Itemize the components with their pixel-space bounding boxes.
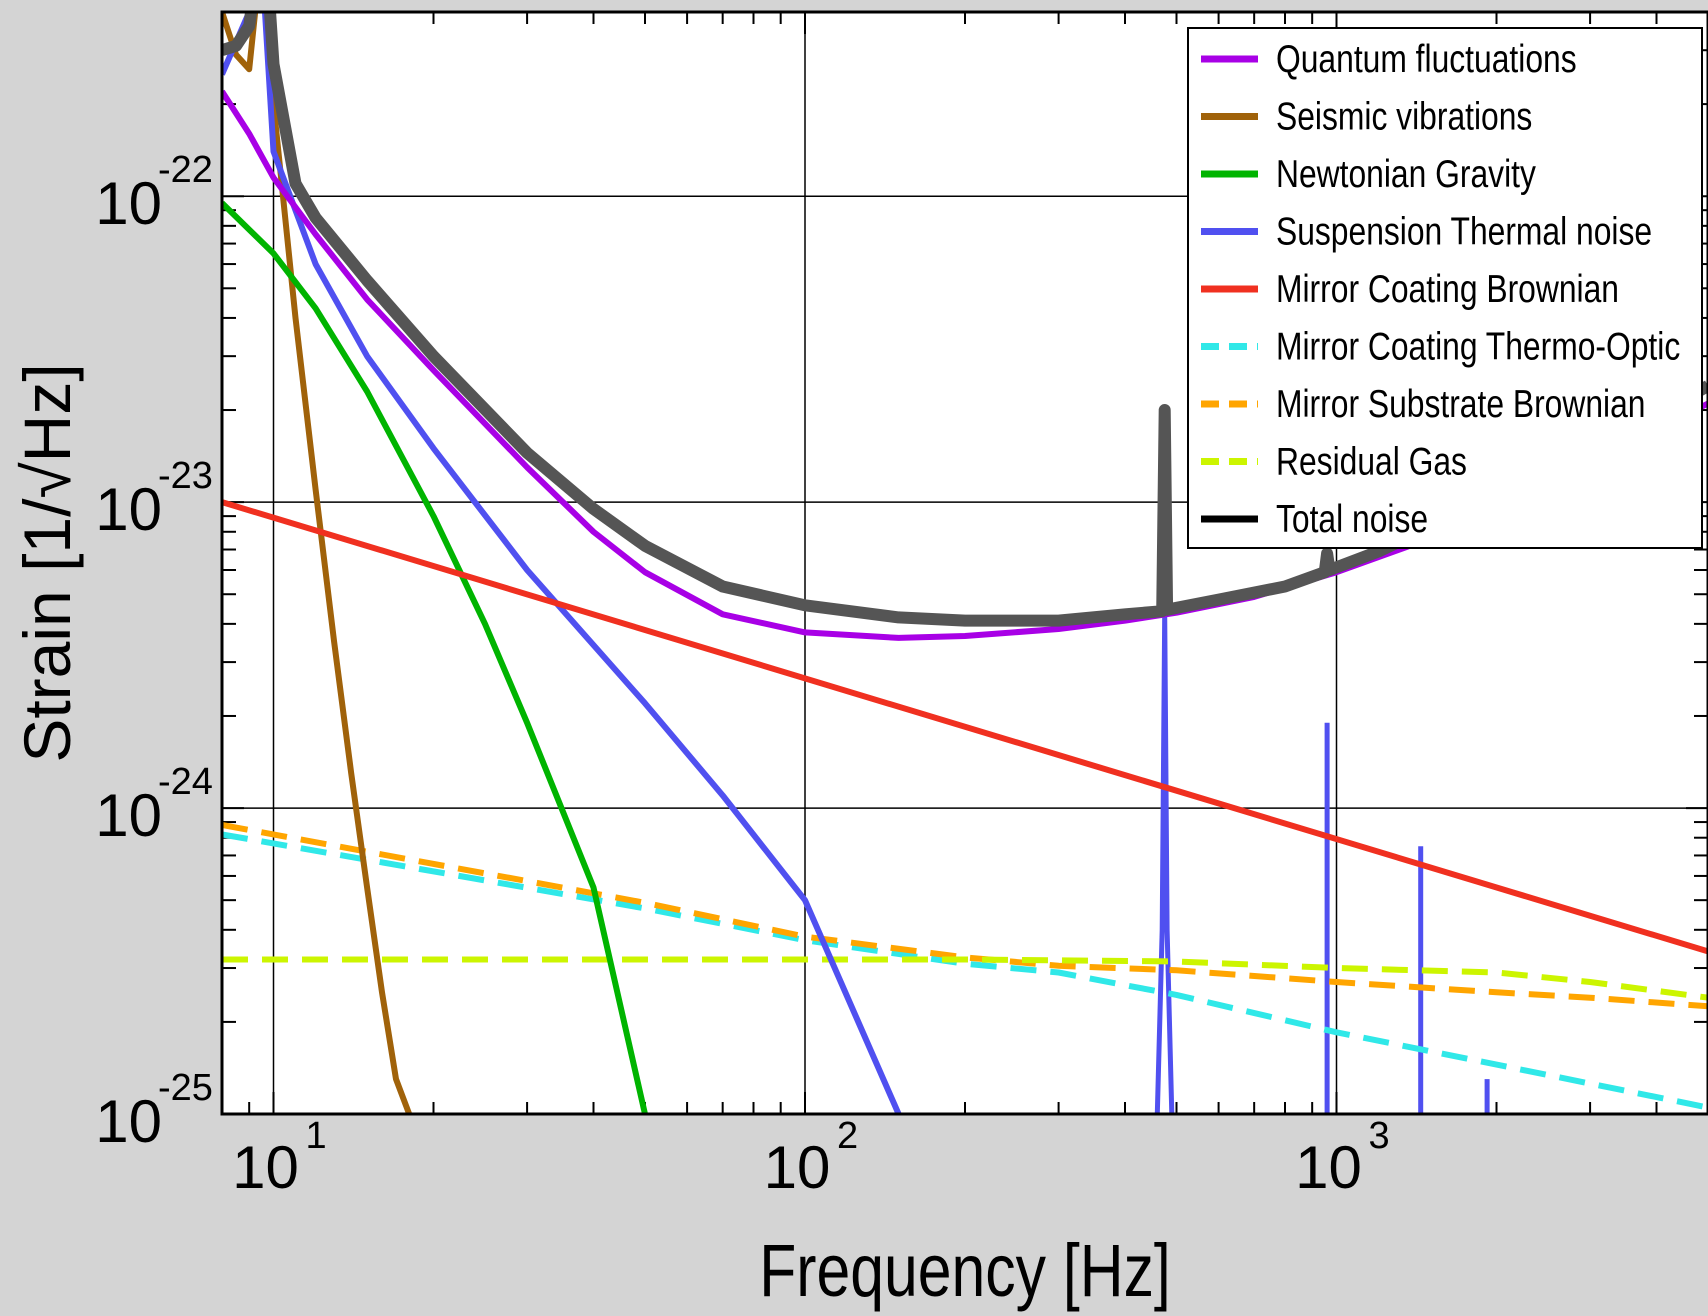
plot-frame xyxy=(220,10,1708,1116)
y-tick-label: 10-24 xyxy=(95,761,213,849)
legend-item-quantum-fluctuations: Quantum fluctuations xyxy=(1201,37,1577,81)
x-tick-base: 10 xyxy=(1295,1134,1362,1201)
legend-label: Residual Gas xyxy=(1276,439,1467,483)
x-tick-exponent: 3 xyxy=(1369,1115,1390,1157)
legend-item-mirror-substrate-brownian: Mirror Substrate Brownian xyxy=(1201,382,1646,426)
legend-label: Mirror Coating Brownian xyxy=(1276,267,1619,311)
series-line-seismic-vibrations xyxy=(222,12,413,1114)
x-tick-exponent: 1 xyxy=(306,1115,327,1157)
y-tick-base: 10 xyxy=(95,476,162,543)
legend-item-newtonian-gravity: Newtonian Gravity xyxy=(1201,152,1536,196)
legend-box xyxy=(1187,27,1703,549)
legend-label: Total noise xyxy=(1276,497,1428,541)
series-line-mirror-coating-thermo-optic xyxy=(222,831,1708,1111)
x-axis-title: Frequency [Hz] xyxy=(759,1230,1171,1312)
x-tick-exponent: 2 xyxy=(837,1115,858,1157)
legend-item-total-noise: Total noise xyxy=(1201,497,1428,541)
legend-item-mirror-coating-thermo-optic: Mirror Coating Thermo-Optic xyxy=(1201,324,1680,368)
legend-label: Suspension Thermal noise xyxy=(1276,209,1652,253)
legend-item-suspension-thermal-noise: Suspension Thermal noise xyxy=(1201,209,1652,253)
series-line-newtonian-gravity xyxy=(222,200,648,1114)
x-tick-label: 10 3 xyxy=(1295,1115,1390,1201)
x-tick-label: 10 2 xyxy=(764,1115,859,1201)
legend-item-mirror-coating-brownian: Mirror Coating Brownian xyxy=(1201,267,1619,311)
series-line-mirror-substrate-brownian xyxy=(222,822,1708,1010)
y-axis-title: Strain [1/√Hz] xyxy=(10,363,84,762)
series-line-total-noise xyxy=(222,12,1708,627)
y-tick-label: 10-22 xyxy=(95,149,213,237)
series-line-suspension-thermal-noise xyxy=(222,12,902,1114)
x-tick-labels: 10 1 10 2 10 3 xyxy=(232,1115,1390,1201)
y-tick-exponent: -23 xyxy=(158,455,213,497)
legend-item-seismic-vibrations: Seismic vibrations xyxy=(1201,94,1532,138)
legend-label: Mirror Coating Thermo-Optic xyxy=(1276,324,1680,368)
legend-item-residual-gas: Residual Gas xyxy=(1201,439,1467,483)
y-tick-base: 10 xyxy=(95,170,162,237)
x-tick-base: 10 xyxy=(232,1134,299,1201)
legend-label: Mirror Substrate Brownian xyxy=(1276,382,1646,426)
x-tick-label: 10 1 xyxy=(232,1115,327,1201)
series-line-residual-gas xyxy=(222,956,1708,1001)
legend: Quantum fluctuations Seismic vibrations Ne… xyxy=(1187,27,1703,549)
y-tick-base: 10 xyxy=(95,782,162,849)
y-tick-exponent: -25 xyxy=(158,1067,213,1109)
y-tick-base: 10 xyxy=(95,1088,162,1155)
legend-label: Seismic vibrations xyxy=(1276,94,1532,138)
y-tick-label: 10-25 xyxy=(95,1067,213,1155)
y-tick-exponent: -24 xyxy=(158,761,213,803)
series-layer xyxy=(222,12,1708,1114)
legend-label: Newtonian Gravity xyxy=(1276,152,1536,196)
legend-label: Quantum fluctuations xyxy=(1276,37,1577,81)
y-tick-label: 10-23 xyxy=(95,455,213,543)
y-tick-exponent: -22 xyxy=(158,149,213,191)
x-tick-base: 10 xyxy=(764,1134,831,1201)
series-line-mirror-coating-brownian xyxy=(222,499,1708,955)
